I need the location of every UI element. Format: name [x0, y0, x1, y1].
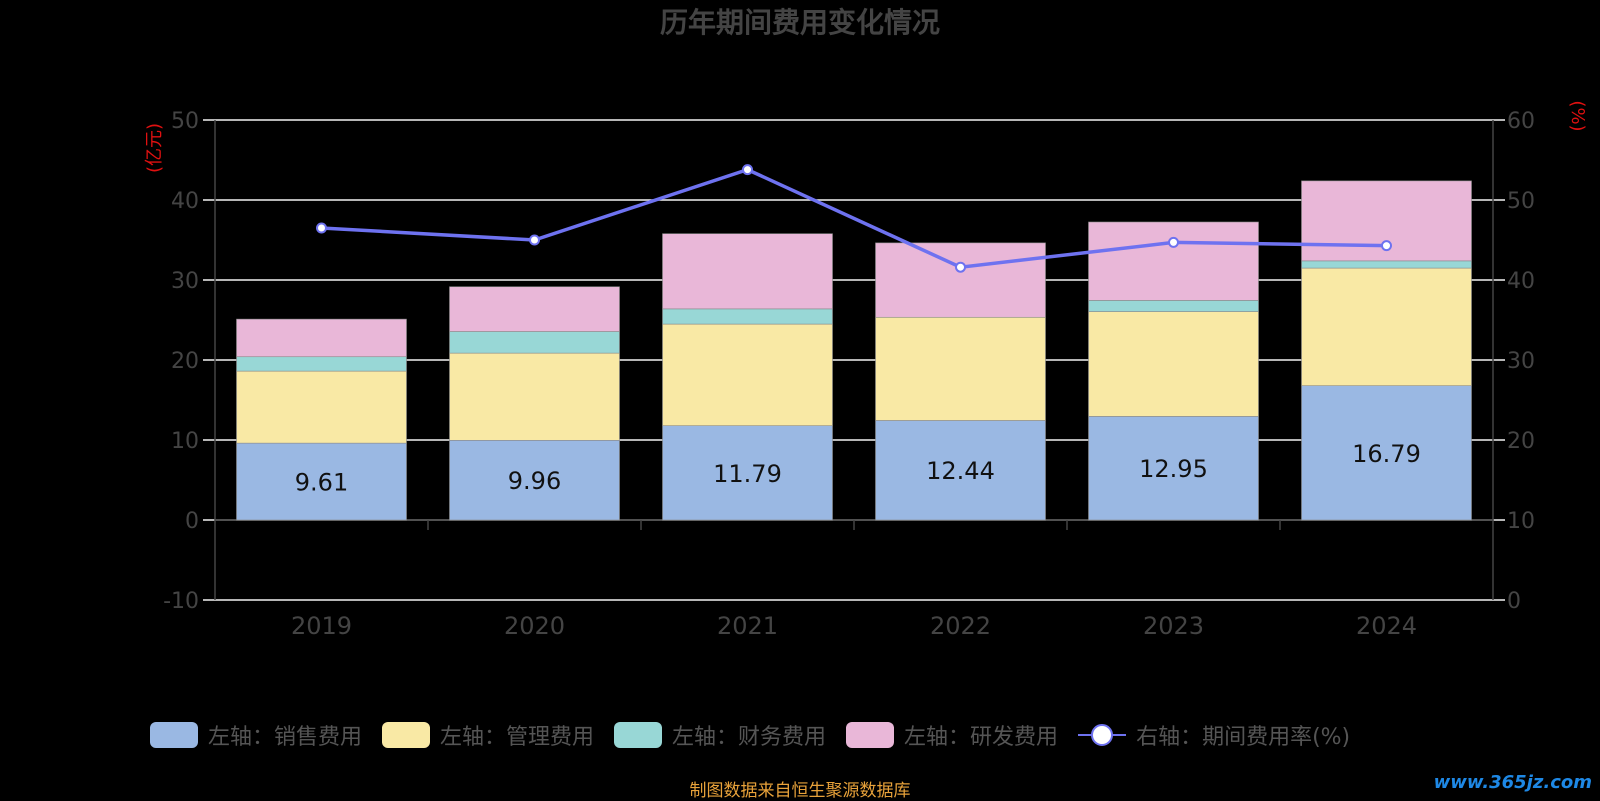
legend-swatch [382, 722, 431, 748]
y-left-tick-label: 20 [171, 349, 199, 374]
legend-label: 左轴：财务费用 [672, 725, 827, 750]
y-left-tick-label: 0 [185, 509, 199, 534]
x-tick-label: 2023 [1143, 612, 1204, 640]
legend-item[interactable]: 左轴：销售费用 [150, 719, 362, 751]
legend: 左轴：销售费用 左轴：管理费用 左轴：财务费用 左轴：研发费用 右轴：期间费用率(%) [150, 720, 1370, 750]
bar-data-label: 16.79 [1352, 440, 1421, 468]
y-right-tick-label: 10 [1507, 509, 1535, 534]
bar-segment [449, 352, 620, 441]
bar-data-label: 11.79 [713, 460, 782, 488]
rate-point [316, 222, 327, 234]
x-tick-label: 2019 [291, 612, 352, 640]
legend-swatch [1078, 722, 1127, 748]
bar-segment [1088, 416, 1259, 521]
rate-point [529, 234, 540, 246]
x-tick-label: 2021 [717, 612, 778, 640]
bar-segment [875, 420, 1046, 521]
bar-segment [662, 425, 833, 521]
chart-title: 历年期间费用变化情况 [660, 6, 940, 39]
legend-label: 左轴：销售费用 [208, 725, 363, 750]
bar-segment [1301, 267, 1472, 386]
bar-segment [236, 318, 407, 358]
y-right-tick-label: 20 [1507, 429, 1535, 454]
legend-label: 左轴：管理费用 [440, 725, 595, 750]
y-left-axis-unit: (亿元) [144, 123, 165, 173]
bar-segment [1088, 300, 1259, 312]
bar-segment [236, 442, 407, 521]
y-left-tick-label: -10 [163, 589, 199, 614]
bar-segment [449, 286, 620, 332]
legend-item[interactable]: 右轴：期间费用率(%) [1078, 719, 1350, 751]
x-tick-label: 2024 [1356, 612, 1417, 640]
legend-label: 右轴：期间费用率(%) [1136, 725, 1351, 750]
rate-line [321, 167, 1387, 269]
bar-segment [662, 233, 833, 310]
rate-point [1168, 236, 1179, 248]
legend-swatch [846, 722, 895, 748]
bar-segment [449, 331, 620, 354]
bar-segment [662, 308, 833, 325]
watermark: www.365jz.com [1433, 772, 1592, 793]
legend-swatch [150, 722, 198, 748]
source-note: 制图数据来自恒生聚源数据库 [689, 781, 911, 801]
y-left-tick-label: 50 [171, 109, 199, 134]
bar-segment [1088, 221, 1259, 301]
bar-data-label: 9.61 [295, 469, 348, 497]
legend-label: 左轴：研发费用 [904, 725, 1059, 750]
legend-item[interactable]: 左轴：财务费用 [614, 719, 826, 751]
bar-data-label: 12.95 [1139, 455, 1208, 483]
y-right-tick-label: 40 [1507, 269, 1535, 294]
y-right-axis-unit: (%) [1567, 100, 1588, 131]
bar-segment [875, 242, 1046, 318]
y-left-tick-label: 10 [171, 429, 199, 454]
bar-segment [662, 323, 833, 426]
rate-point [955, 261, 966, 273]
bar-data-label: 12.44 [926, 457, 995, 485]
legend-swatch [614, 722, 663, 748]
legend-item[interactable]: 左轴：研发费用 [846, 719, 1058, 751]
chart: 历年期间费用变化情况 50 60 40 50 30 40 20 30 10 20 0 10 -10 0 (亿元… [144, 6, 1588, 640]
y-left-tick-label: 40 [171, 189, 199, 214]
x-tick-label: 2020 [504, 612, 565, 640]
y-right-tick-label: 50 [1507, 189, 1535, 214]
x-tick-label: 2022 [930, 612, 991, 640]
rate-point [742, 164, 753, 176]
bar-segment [1301, 385, 1472, 521]
bar-segment [875, 316, 1046, 421]
bar-segment [236, 370, 407, 444]
rate-point [1381, 240, 1392, 252]
legend-item[interactable]: 左轴：管理费用 [382, 719, 594, 751]
bar-segment [1301, 260, 1472, 269]
bar-segment [449, 440, 620, 521]
bar-segment [236, 356, 407, 372]
y-right-tick-label: 60 [1507, 109, 1535, 134]
y-right-tick-label: 30 [1507, 349, 1535, 374]
bar-data-label: 9.96 [508, 467, 561, 495]
y-right-tick-label: 0 [1507, 589, 1521, 614]
y-left-tick-label: 30 [171, 269, 199, 294]
bar-segment [1088, 311, 1259, 417]
